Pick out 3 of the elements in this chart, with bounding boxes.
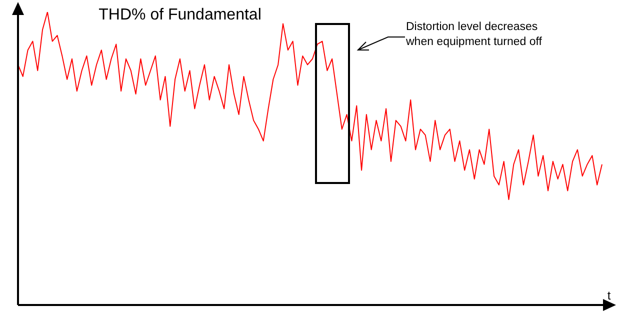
x-axis-title: t: [607, 288, 612, 302]
chart-title: THD% of Fundamental: [98, 6, 262, 24]
annotation: Distortion level decreases when equipment turned off: [406, 20, 542, 50]
